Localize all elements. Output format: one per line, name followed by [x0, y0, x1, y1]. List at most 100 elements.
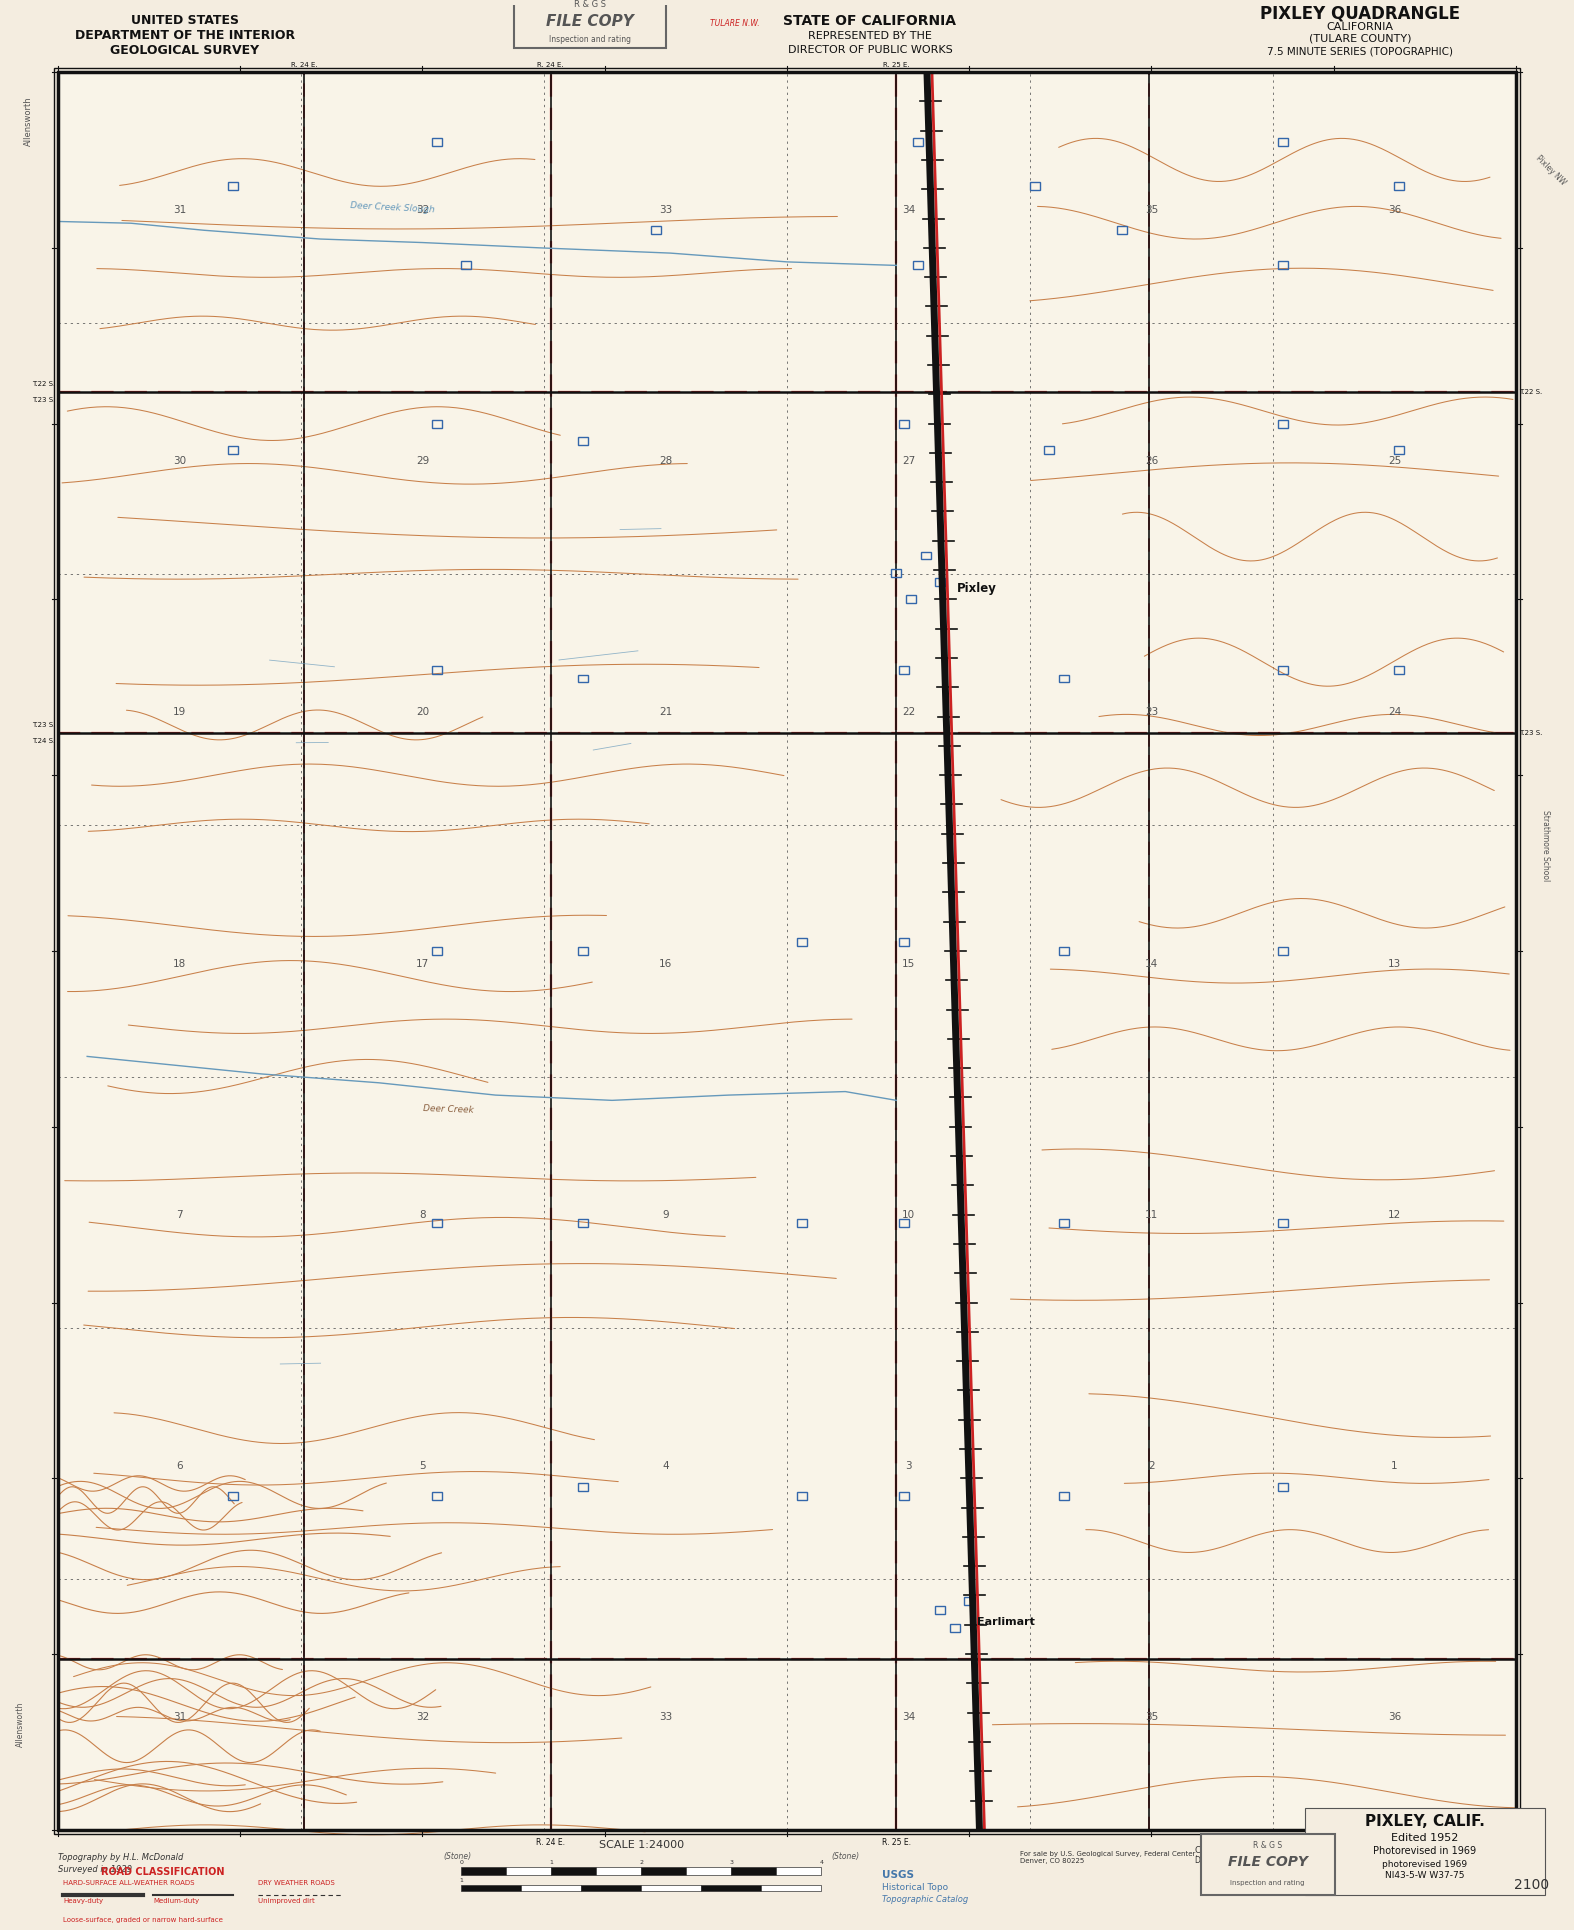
Text: R. 24 E.: R. 24 E. [537, 62, 563, 68]
Text: Topography by H.L. McDonald: Topography by H.L. McDonald [58, 1853, 184, 1862]
Bar [433, 419, 442, 428]
Text: 28: 28 [660, 455, 672, 467]
Bar [461, 1866, 507, 1876]
Text: Heavy-duty: Heavy-duty [63, 1899, 104, 1905]
Text: (TULARE COUNTY): (TULARE COUNTY) [1308, 33, 1412, 44]
Text: Deer Creek Slough: Deer Creek Slough [349, 201, 434, 214]
Bar [899, 938, 908, 946]
Bar [228, 446, 238, 454]
Text: NI43-5-W W37-75: NI43-5-W W37-75 [1385, 1872, 1464, 1880]
Bar [1029, 181, 1040, 191]
Bar [578, 948, 587, 955]
Text: Allensworth: Allensworth [16, 1702, 25, 1747]
Text: Surveyed in 1929: Surveyed in 1929 [58, 1864, 132, 1874]
Bar [686, 1866, 732, 1876]
Bar [1118, 226, 1127, 234]
Text: T.22 S.: T.22 S. [31, 380, 55, 388]
Text: DATUM IS MEAN SEA LEVEL: DATUM IS MEAN SEA LEVEL [1195, 1857, 1299, 1864]
FancyBboxPatch shape [515, 0, 666, 48]
Bar [732, 1866, 776, 1876]
Text: 9: 9 [663, 1210, 669, 1220]
Text: Loose-surface, graded or narrow hard-surface: Loose-surface, graded or narrow hard-sur… [63, 1916, 224, 1922]
Text: 5: 5 [419, 1461, 427, 1471]
Text: 1: 1 [1391, 1461, 1398, 1471]
Text: Edited 1952: Edited 1952 [1391, 1834, 1458, 1843]
Bar [1395, 446, 1404, 454]
Text: Historical Topo: Historical Topo [881, 1884, 948, 1891]
Bar [796, 1220, 806, 1227]
Bar [433, 1492, 442, 1500]
Text: 36: 36 [1388, 205, 1401, 214]
Text: Earlimart: Earlimart [977, 1617, 1036, 1627]
Text: 3: 3 [905, 1461, 911, 1471]
Text: REPRESENTED BY THE: REPRESENTED BY THE [807, 31, 932, 41]
Text: T.22 S.: T.22 S. [1519, 390, 1543, 396]
Text: DRY WEATHER ROADS: DRY WEATHER ROADS [258, 1880, 335, 1886]
Text: HARD-SURFACE ALL-WEATHER ROADS: HARD-SURFACE ALL-WEATHER ROADS [63, 1880, 195, 1886]
Bar [899, 666, 908, 674]
Bar [578, 1220, 587, 1227]
Text: 32: 32 [416, 205, 430, 214]
Text: GEOLOGICAL SURVEY: GEOLOGICAL SURVEY [110, 44, 260, 58]
Text: DEPARTMENT OF THE INTERIOR: DEPARTMENT OF THE INTERIOR [76, 29, 294, 42]
Text: 17: 17 [416, 959, 430, 969]
Text: Topographic Catalog: Topographic Catalog [881, 1895, 968, 1903]
Text: TULARE N.W.: TULARE N.W. [710, 19, 760, 27]
Bar [899, 1492, 908, 1500]
Text: T.24 S.: T.24 S. [31, 737, 55, 743]
Bar [597, 1866, 641, 1876]
Text: 3: 3 [729, 1861, 733, 1864]
Text: R. 24 E.: R. 24 E. [537, 1837, 565, 1847]
Text: T.23 S.: T.23 S. [31, 398, 55, 403]
Text: R. 25 E.: R. 25 E. [881, 1837, 911, 1847]
Bar [581, 1886, 641, 1891]
Text: 26: 26 [1144, 455, 1158, 467]
Bar [1059, 676, 1069, 683]
Text: FILE COPY: FILE COPY [546, 14, 634, 29]
Text: 2: 2 [639, 1861, 644, 1864]
Bar [1278, 666, 1288, 674]
Text: 0: 0 [460, 1861, 463, 1864]
Text: T.23 S.: T.23 S. [1519, 730, 1543, 735]
FancyBboxPatch shape [1201, 1834, 1335, 1895]
Bar [461, 261, 471, 270]
Bar [1305, 1808, 1544, 1895]
Text: Medium-duty: Medium-duty [153, 1899, 200, 1905]
Bar [578, 438, 587, 446]
Text: 30: 30 [173, 455, 186, 467]
Bar [913, 261, 924, 270]
Bar [1278, 261, 1288, 270]
Bar [891, 569, 902, 577]
Bar [578, 676, 587, 683]
Text: 18: 18 [173, 959, 186, 969]
Text: 16: 16 [660, 959, 672, 969]
Text: 35: 35 [1144, 1712, 1158, 1722]
Bar [1059, 1220, 1069, 1227]
Text: (Stone): (Stone) [444, 1853, 471, 1861]
Text: 22: 22 [902, 708, 914, 718]
Text: 12: 12 [1388, 1210, 1401, 1220]
Text: PIXLEY, CALIF.: PIXLEY, CALIF. [1365, 1814, 1484, 1830]
Bar [578, 1482, 587, 1492]
Text: Unimproved dirt: Unimproved dirt [258, 1899, 315, 1905]
Text: SCALE 1:24000: SCALE 1:24000 [598, 1839, 683, 1849]
Text: UNITED STATES: UNITED STATES [131, 15, 239, 27]
Text: CONTOUR INTERVAL 5 FEET: CONTOUR INTERVAL 5 FEET [1195, 1847, 1311, 1855]
Text: Pixley: Pixley [957, 583, 996, 594]
Bar [1395, 181, 1404, 191]
Text: 25: 25 [1388, 455, 1401, 467]
Bar [913, 139, 924, 147]
Bar [907, 596, 916, 604]
Text: 20: 20 [416, 708, 430, 718]
Text: USGS: USGS [881, 1870, 914, 1880]
Bar [949, 1623, 960, 1631]
Text: STATE OF CALIFORNIA: STATE OF CALIFORNIA [784, 14, 957, 27]
Bar [433, 139, 442, 147]
Text: FILE COPY: FILE COPY [1228, 1855, 1308, 1870]
Bar [899, 419, 908, 428]
Text: 4: 4 [663, 1461, 669, 1471]
Bar [796, 1492, 806, 1500]
Bar [1059, 1492, 1069, 1500]
Bar [228, 1492, 238, 1500]
Bar [935, 577, 944, 585]
